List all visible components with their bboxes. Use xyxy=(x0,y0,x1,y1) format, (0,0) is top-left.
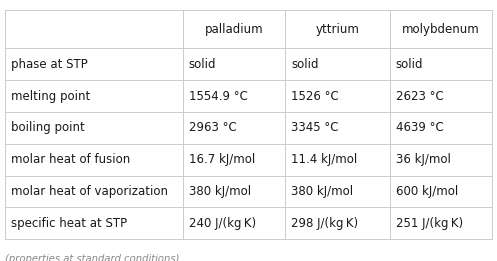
Text: yttrium: yttrium xyxy=(316,23,359,36)
Text: 36 kJ/mol: 36 kJ/mol xyxy=(396,153,451,166)
Text: 2623 °C: 2623 °C xyxy=(396,90,443,103)
Text: melting point: melting point xyxy=(11,90,90,103)
Text: solid: solid xyxy=(189,58,216,71)
Text: 600 kJ/mol: 600 kJ/mol xyxy=(396,185,458,198)
Text: 251 J/(kg K): 251 J/(kg K) xyxy=(396,217,463,230)
Text: molar heat of fusion: molar heat of fusion xyxy=(11,153,130,166)
Text: 4639 °C: 4639 °C xyxy=(396,121,443,134)
Text: solid: solid xyxy=(396,58,423,71)
Text: molar heat of vaporization: molar heat of vaporization xyxy=(11,185,168,198)
Text: palladium: palladium xyxy=(205,23,263,36)
Text: 1526 °C: 1526 °C xyxy=(291,90,339,103)
Text: 240 J/(kg K): 240 J/(kg K) xyxy=(189,217,256,230)
Text: 380 kJ/mol: 380 kJ/mol xyxy=(291,185,353,198)
Text: phase at STP: phase at STP xyxy=(11,58,87,71)
Text: 3345 °C: 3345 °C xyxy=(291,121,338,134)
Text: 380 kJ/mol: 380 kJ/mol xyxy=(189,185,251,198)
Text: molybdenum: molybdenum xyxy=(402,23,480,36)
Text: boiling point: boiling point xyxy=(11,121,84,134)
Text: 16.7 kJ/mol: 16.7 kJ/mol xyxy=(189,153,255,166)
Text: 298 J/(kg K): 298 J/(kg K) xyxy=(291,217,358,230)
Text: 11.4 kJ/mol: 11.4 kJ/mol xyxy=(291,153,357,166)
Text: 2963 °C: 2963 °C xyxy=(189,121,237,134)
Text: 1554.9 °C: 1554.9 °C xyxy=(189,90,248,103)
Text: (properties at standard conditions): (properties at standard conditions) xyxy=(5,254,179,261)
Text: specific heat at STP: specific heat at STP xyxy=(11,217,127,230)
Text: solid: solid xyxy=(291,58,319,71)
